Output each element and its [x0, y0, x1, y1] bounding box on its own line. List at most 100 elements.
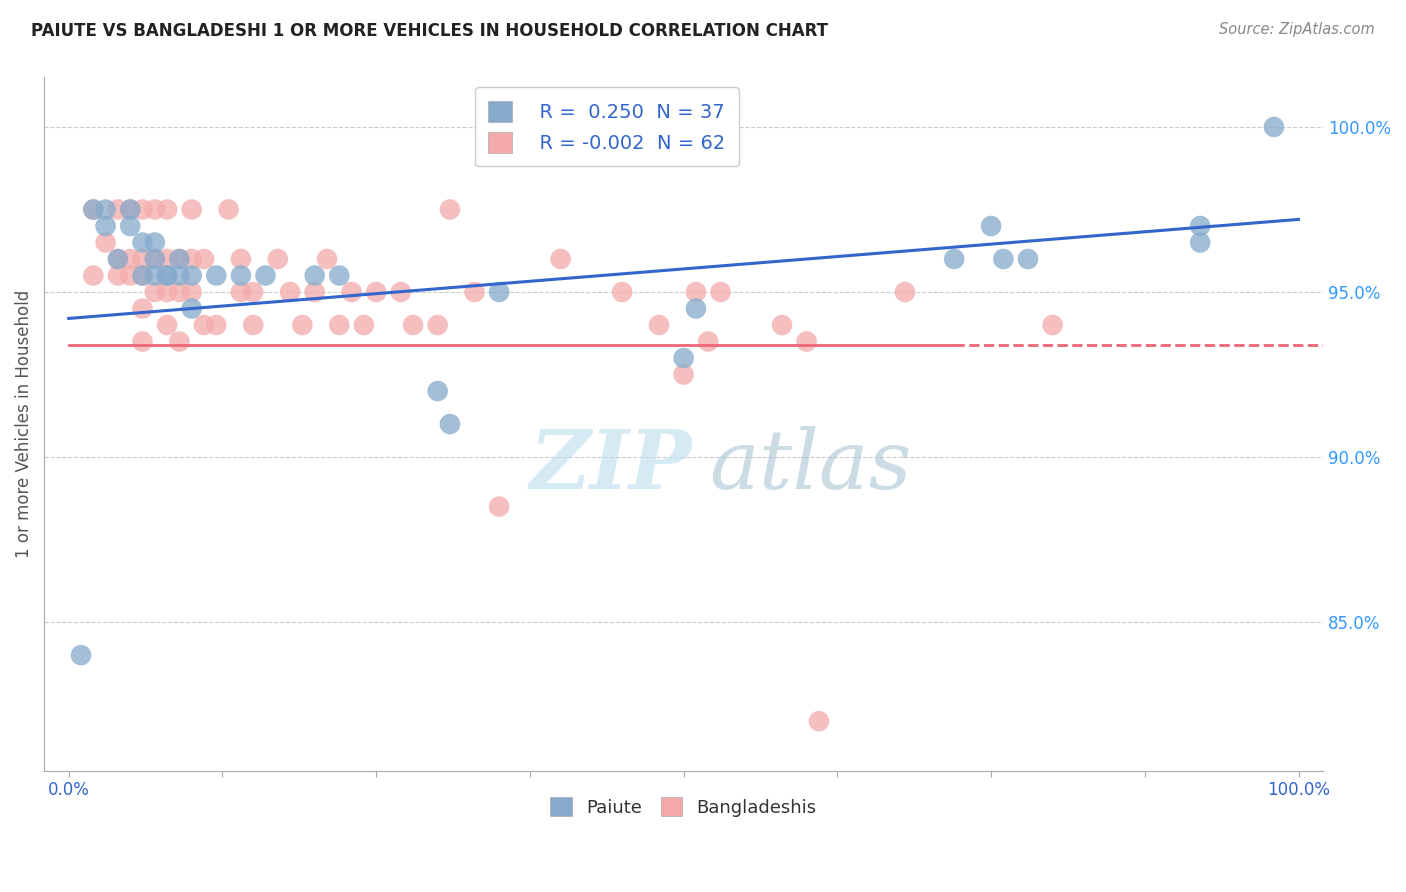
Point [229, 252, 252, 266]
Point [143, 252, 166, 266]
Point [328, 318, 350, 332]
Point [254, 268, 277, 283]
Point [156, 285, 179, 299]
Legend: Paiute, Bangladeshis: Paiute, Bangladeshis [543, 790, 824, 824]
Text: atlas: atlas [709, 425, 911, 506]
Point [143, 285, 166, 299]
Point [107, 252, 129, 266]
Point [229, 268, 252, 283]
Point [169, 285, 191, 299]
Point [156, 268, 179, 283]
Point [205, 268, 228, 283]
Point [697, 334, 720, 349]
Point [980, 219, 1002, 233]
Point [218, 202, 240, 217]
Point [169, 252, 191, 266]
Point [94, 235, 117, 250]
Point [304, 285, 326, 299]
Point [1189, 235, 1212, 250]
Point [107, 252, 129, 266]
Point [1189, 219, 1212, 233]
Point [328, 268, 350, 283]
Point [120, 268, 142, 283]
Point [131, 252, 153, 266]
Text: Source: ZipAtlas.com: Source: ZipAtlas.com [1219, 22, 1375, 37]
Point [120, 202, 142, 217]
Point [402, 318, 425, 332]
Point [426, 318, 449, 332]
Point [82, 202, 104, 217]
Point [685, 301, 707, 316]
Point [131, 202, 153, 217]
Point [169, 252, 191, 266]
Point [156, 202, 179, 217]
Point [169, 268, 191, 283]
Point [1017, 252, 1039, 266]
Point [131, 268, 153, 283]
Point [82, 202, 104, 217]
Point [464, 285, 486, 299]
Point [120, 219, 142, 233]
Point [316, 252, 339, 266]
Point [180, 268, 202, 283]
Point [143, 268, 166, 283]
Point [143, 202, 166, 217]
Point [1263, 120, 1285, 134]
Point [169, 334, 191, 349]
Point [439, 417, 461, 431]
Point [1042, 318, 1064, 332]
Point [180, 202, 202, 217]
Point [610, 285, 633, 299]
Point [143, 235, 166, 250]
Point [488, 500, 510, 514]
Point [943, 252, 966, 266]
Point [120, 252, 142, 266]
Point [366, 285, 388, 299]
Point [304, 268, 326, 283]
Point [672, 351, 695, 365]
Point [131, 268, 153, 283]
Text: PAIUTE VS BANGLADESHI 1 OR MORE VEHICLES IN HOUSEHOLD CORRELATION CHART: PAIUTE VS BANGLADESHI 1 OR MORE VEHICLES… [31, 22, 828, 40]
Point [131, 235, 153, 250]
Point [807, 714, 830, 728]
Point [242, 318, 264, 332]
Point [229, 285, 252, 299]
Point [180, 285, 202, 299]
Point [94, 202, 117, 217]
Point [94, 219, 117, 233]
Point [770, 318, 793, 332]
Point [267, 252, 290, 266]
Point [193, 252, 215, 266]
Point [156, 318, 179, 332]
Point [143, 252, 166, 266]
Point [278, 285, 301, 299]
Point [120, 202, 142, 217]
Point [70, 648, 93, 662]
Point [107, 202, 129, 217]
Text: ZIP: ZIP [530, 425, 693, 506]
Point [156, 268, 179, 283]
Point [131, 301, 153, 316]
Point [796, 334, 818, 349]
Point [894, 285, 917, 299]
Point [205, 318, 228, 332]
Point [242, 285, 264, 299]
Y-axis label: 1 or more Vehicles in Household: 1 or more Vehicles in Household [15, 290, 32, 558]
Point [193, 318, 215, 332]
Point [648, 318, 671, 332]
Point [488, 285, 510, 299]
Point [156, 252, 179, 266]
Point [291, 318, 314, 332]
Point [685, 285, 707, 299]
Point [131, 334, 153, 349]
Point [353, 318, 375, 332]
Point [389, 285, 412, 299]
Point [180, 301, 202, 316]
Point [993, 252, 1015, 266]
Point [709, 285, 731, 299]
Point [672, 368, 695, 382]
Point [180, 252, 202, 266]
Point [340, 285, 363, 299]
Point [550, 252, 572, 266]
Point [439, 202, 461, 217]
